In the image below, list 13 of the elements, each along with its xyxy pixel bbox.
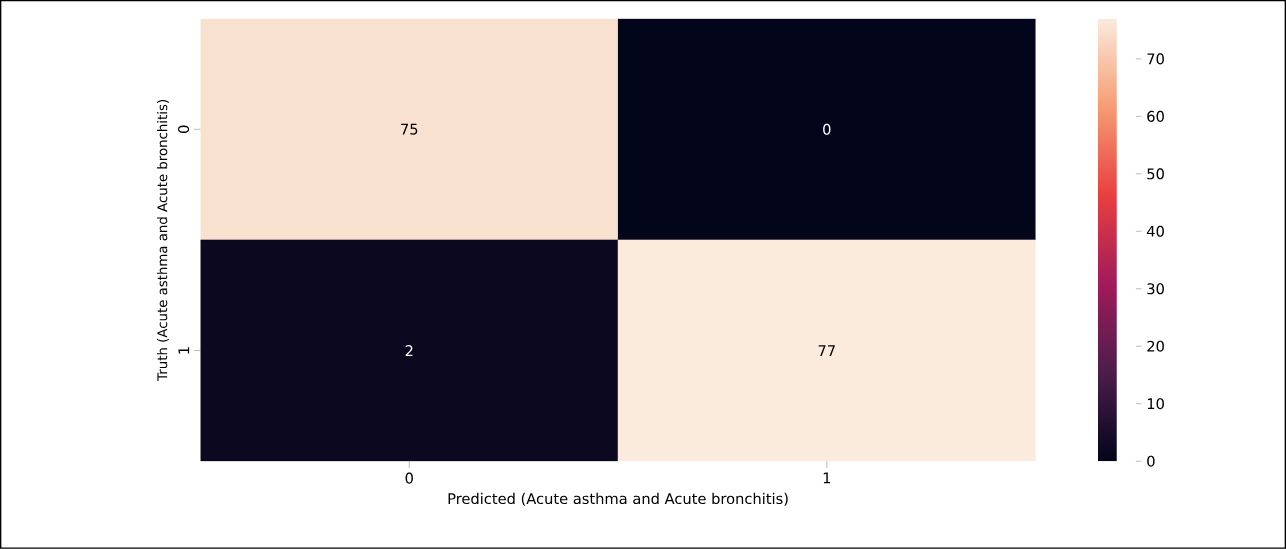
color-bar-label: 20 bbox=[1147, 340, 1164, 352]
color-bar-label: 0 bbox=[1147, 455, 1155, 467]
x-axis-title: Predicted (Acute asthma and Acute bronchitis) bbox=[448, 492, 788, 506]
color-bar-label: 10 bbox=[1147, 398, 1164, 410]
y-axis-title: Truth (Acute asthma and Acute bronchitis) bbox=[156, 100, 169, 382]
color-bar-label: 50 bbox=[1147, 168, 1164, 180]
data-label: 0 bbox=[823, 123, 831, 135]
data-label: 75 bbox=[401, 123, 418, 135]
color-bar-label: 40 bbox=[1146, 225, 1164, 237]
color-bar-label: 30 bbox=[1147, 283, 1164, 295]
data-label: 77 bbox=[818, 345, 835, 357]
color-bar-label: 60 bbox=[1147, 110, 1164, 123]
color-bar-label: 70 bbox=[1147, 53, 1164, 65]
